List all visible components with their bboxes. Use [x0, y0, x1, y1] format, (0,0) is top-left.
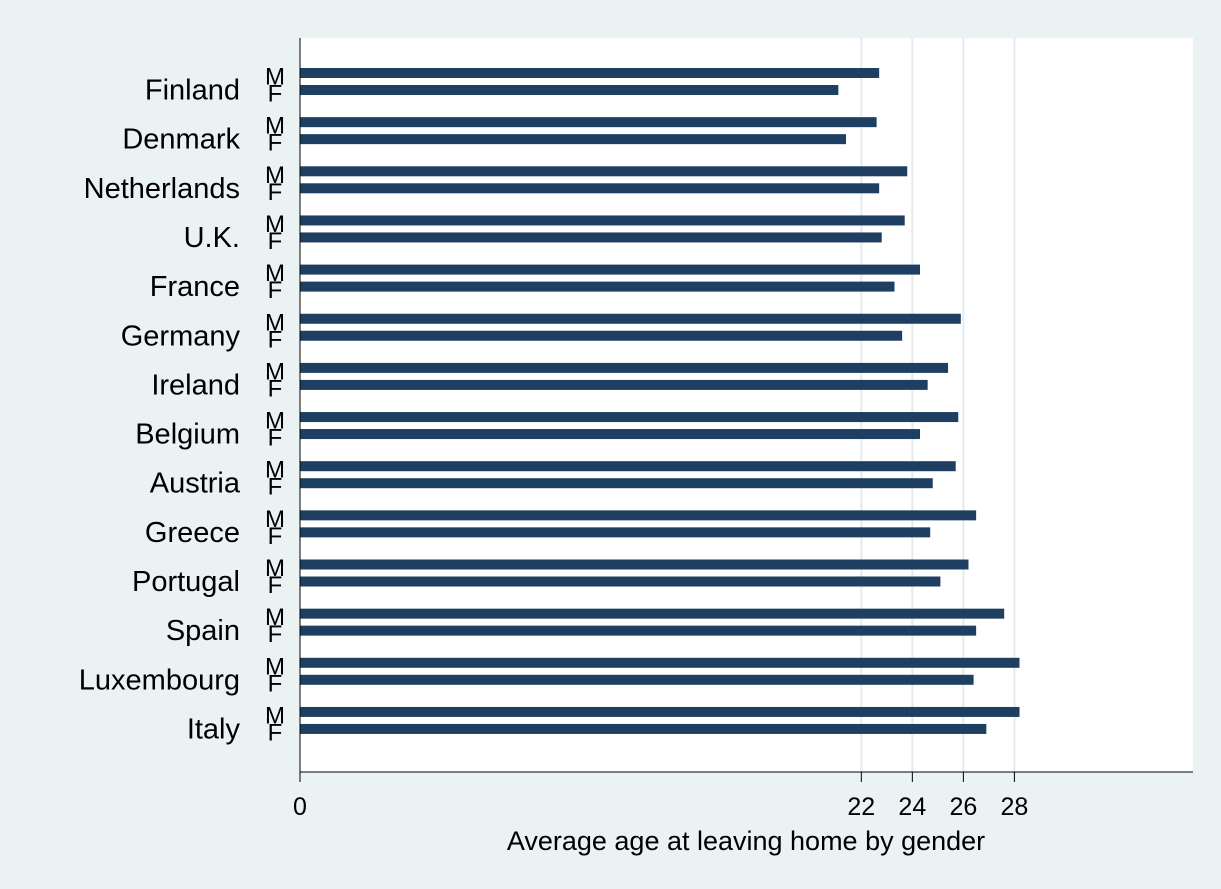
bar-label: M	[265, 64, 285, 91]
bar	[300, 379, 928, 390]
gridlines	[860, 38, 1016, 772]
bar-label: F	[268, 130, 283, 157]
bar-label: M	[265, 702, 285, 729]
bar	[300, 281, 895, 292]
bar-label: F	[268, 277, 283, 304]
category-label: Luxembourg	[79, 664, 240, 696]
bar	[300, 264, 920, 275]
category-label: Greece	[145, 517, 240, 549]
x-axis-title: Average age at leaving home by gender	[507, 826, 985, 856]
bar	[300, 625, 977, 636]
bar-label: F	[268, 474, 283, 501]
plot-area	[300, 38, 1193, 772]
bar	[300, 461, 956, 472]
bar-label: M	[265, 408, 285, 435]
bar	[300, 362, 949, 373]
bar-label: M	[265, 113, 285, 140]
bar-label: F	[268, 572, 283, 599]
x-tick-label: 24	[898, 793, 926, 821]
bar	[300, 576, 941, 587]
bar	[300, 706, 1020, 717]
bar-label: F	[268, 719, 283, 746]
bar	[300, 68, 880, 78]
bar-label: F	[268, 179, 283, 206]
category-label: Ireland	[151, 369, 240, 401]
bar-label: F	[268, 621, 283, 648]
bar	[300, 608, 1005, 619]
bar-label: F	[268, 81, 283, 108]
x-tick-label: 22	[847, 793, 875, 821]
category-label: Germany	[121, 320, 241, 352]
bar-label: F	[268, 228, 283, 255]
category-label: U.K.	[184, 222, 240, 254]
bar-label: F	[268, 523, 283, 550]
bar-label: M	[265, 162, 285, 189]
bar-label: F	[268, 670, 283, 697]
x-tick-label: 28	[1000, 793, 1028, 821]
x-tick-label: 26	[949, 793, 977, 821]
bar-label: M	[265, 604, 285, 631]
bar-label: M	[265, 506, 285, 533]
bar	[300, 527, 931, 538]
category-label: France	[150, 271, 240, 303]
bar	[300, 510, 977, 521]
bar-label: M	[265, 358, 285, 385]
category-label: Finland	[145, 75, 240, 107]
bar-label: M	[265, 211, 285, 238]
bar-label: M	[265, 457, 285, 484]
category-label: Belgium	[135, 419, 240, 451]
category-label: Italy	[187, 713, 241, 745]
bar	[300, 313, 961, 324]
bar-label: F	[268, 425, 283, 452]
bar	[300, 85, 839, 95]
bar	[300, 412, 959, 423]
category-label: Denmark	[122, 124, 240, 156]
bar	[300, 117, 877, 128]
category-label: Austria	[150, 468, 241, 500]
bar-label: F	[268, 375, 283, 402]
bar	[300, 429, 920, 440]
bar	[300, 183, 880, 194]
bar	[300, 330, 903, 341]
x-ticks: 0 22 24 26 28	[293, 772, 1028, 821]
category-labels: Finland Denmark Netherlands U.K. France Germa…	[79, 75, 241, 746]
bar	[300, 478, 933, 489]
bar-label: M	[265, 653, 285, 680]
bar	[300, 232, 882, 243]
bars	[300, 68, 1020, 734]
bar	[300, 657, 1020, 668]
category-label: Netherlands	[84, 173, 240, 205]
bar	[300, 559, 969, 570]
x-tick-label: 0	[293, 793, 307, 821]
category-label: Spain	[166, 615, 240, 647]
bar	[300, 674, 974, 685]
bar-label: M	[265, 555, 285, 582]
bar-label: M	[265, 309, 285, 336]
bar	[300, 215, 905, 226]
bar-label: F	[268, 326, 283, 353]
bar	[300, 166, 908, 177]
bar	[300, 723, 987, 734]
bar-label: M	[265, 260, 285, 287]
bar	[300, 134, 847, 145]
category-label: Portugal	[132, 566, 240, 598]
